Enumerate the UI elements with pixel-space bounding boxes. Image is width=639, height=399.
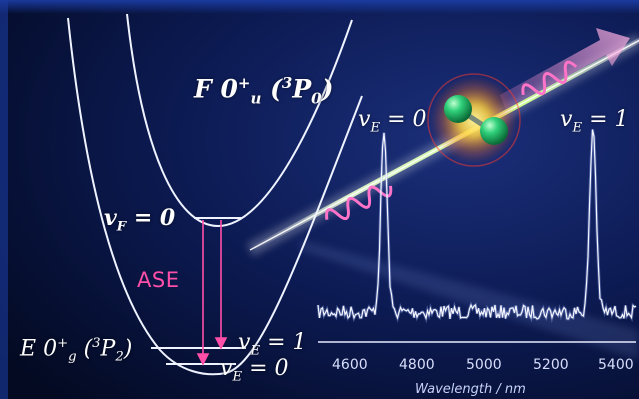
axis-tick-label: 4800 [399, 357, 435, 373]
upper-potential-curve [126, 13, 353, 228]
axis-tick-label: 5200 [533, 357, 569, 373]
photon-wave-icon [521, 60, 578, 96]
axis-tick-label: 4600 [332, 357, 368, 373]
diatomic-molecule-icon [427, 73, 521, 167]
lower-state-label: E 0+g (3P2) [20, 336, 133, 365]
left-border-glow [0, 0, 8, 399]
light-streak [300, 240, 639, 360]
top-border-glow [0, 0, 639, 14]
level-vE1-label: vE = 1 [238, 330, 307, 359]
potential-curves [67, 13, 363, 376]
ase-label: ASE [137, 268, 180, 292]
level-vF0-label: vF = 0 [104, 205, 176, 235]
axis-tick-label: 5000 [466, 357, 502, 373]
emission-spectrum [316, 129, 637, 324]
spectrum-trace [317, 129, 637, 321]
lower-potential-curve [67, 17, 363, 376]
vibrational-levels [151, 217, 246, 365]
x-axis-title: Wavelength / nm [415, 382, 526, 397]
axis-tick-label: 5400 [598, 357, 634, 373]
peak-left-label: vE = 0 [358, 107, 427, 136]
level-vE0-label: vE = 0 [220, 356, 289, 385]
photon-wave-icon [325, 185, 393, 221]
upper-state-label: F 0+u (3P0) [194, 74, 334, 108]
ase-transition-arrows [196, 220, 228, 366]
peak-right-label: vE = 1 [560, 107, 629, 136]
